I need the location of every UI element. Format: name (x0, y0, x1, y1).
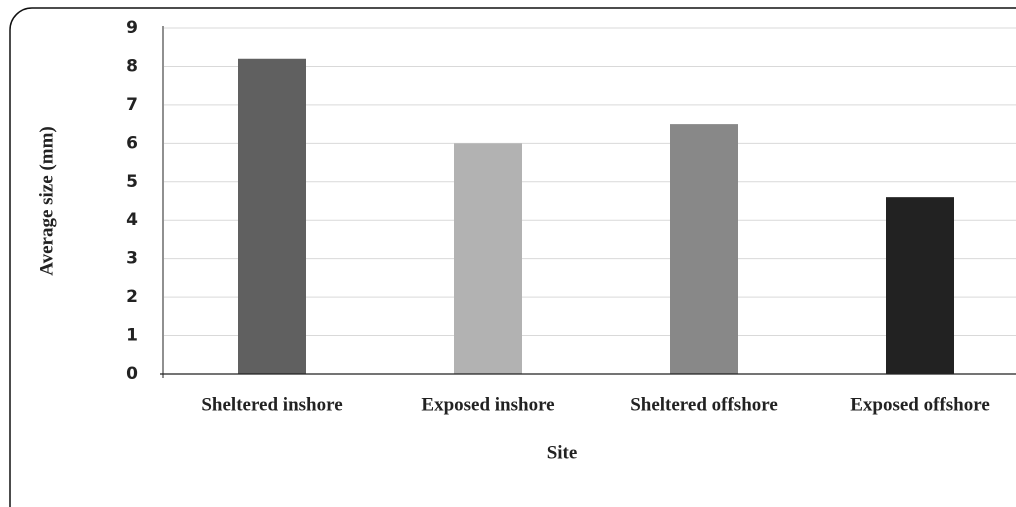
x-tick-label: Sheltered offshore (630, 394, 778, 415)
y-tick-label: 9 (126, 18, 138, 38)
bar (886, 197, 954, 374)
y-tick-label: 6 (126, 133, 138, 153)
y-tick-label: 0 (126, 364, 138, 384)
x-tick-label: Sheltered inshore (201, 394, 342, 415)
bar (454, 143, 522, 374)
y-axis-label: Average size (mm) (36, 126, 57, 275)
x-tick-label: Exposed offshore (850, 394, 990, 415)
y-tick-label: 4 (126, 210, 138, 230)
bar (670, 124, 738, 374)
y-tick-label: 1 (126, 326, 138, 346)
y-tick-label: 2 (126, 287, 138, 307)
bar (238, 58, 306, 374)
y-tick-label: 8 (126, 56, 138, 76)
y-tick-label: 5 (126, 172, 138, 192)
x-tick-label: Exposed inshore (421, 394, 554, 415)
y-tick-label: 7 (126, 95, 138, 115)
x-axis-label: Site (547, 442, 578, 463)
chart-frame (9, 7, 1016, 507)
y-tick-label: 3 (126, 249, 138, 269)
